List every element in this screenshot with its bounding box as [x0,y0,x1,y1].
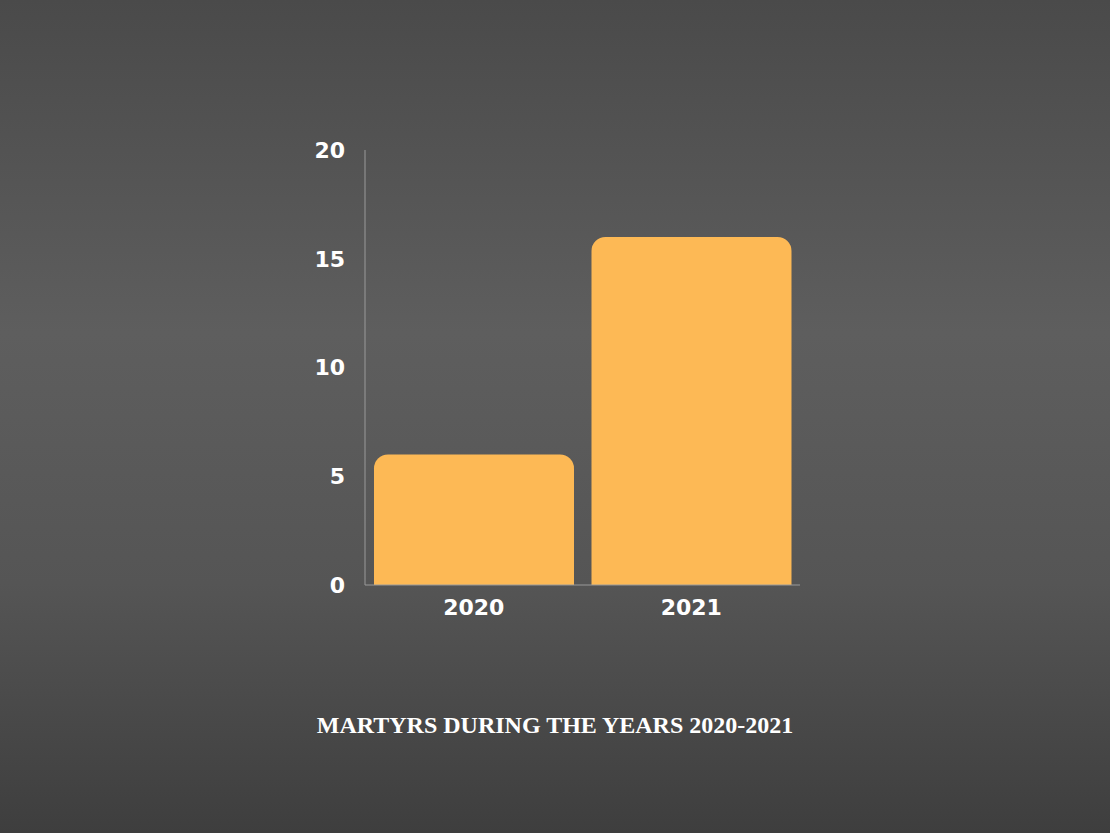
svg-text:2021: 2021 [661,595,722,620]
svg-text:0: 0 [330,573,345,598]
svg-text:2020: 2020 [443,595,504,620]
svg-text:5: 5 [330,464,345,489]
html-text:MARTYRS DURING THE YEARS 2020-: MARTYRS DURING THE YEARS 2020-2021 [316,712,794,738]
svg-text:20: 20 [314,138,345,163]
svg-text:10: 10 [314,355,345,380]
svg-text:15: 15 [314,247,345,272]
